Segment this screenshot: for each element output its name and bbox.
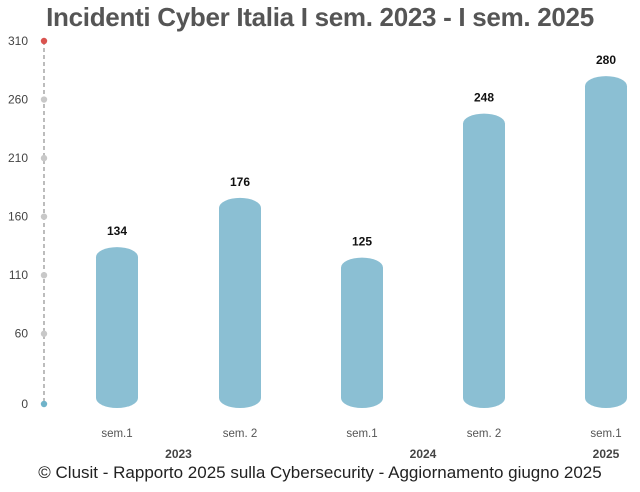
bar [96,247,138,408]
x-tick-label: sem.1 [346,428,377,440]
x-tick-label: sem. 2 [467,428,502,440]
y-tick-label: 110 [9,268,28,282]
bar [341,257,383,408]
y-tick-dot [40,213,48,220]
chart-title: Incidenti Cyber Italia I sem. 2023 - I s… [46,2,594,32]
y-tick-dot [40,37,48,45]
y-tick-label: 210 [8,151,28,165]
x-tick-label: sem.1 [101,428,132,440]
copyright-footer: © Clusit - Rapporto 2025 sulla Cybersecu… [38,463,602,482]
x-group-label: 2024 [410,447,437,461]
data-label: 176 [230,175,250,189]
x-group-label: 2025 [593,447,620,461]
y-tick-label: 0 [21,397,28,411]
y-tick-dot [40,330,48,337]
y-tick-dot [40,271,48,279]
x-tick-label: sem.1 [590,428,621,440]
y-tick-label: 260 [8,93,28,107]
y-tick-label: 310 [8,34,28,48]
y-tick-label: 60 [15,327,29,341]
bar [585,76,627,409]
data-label: 248 [474,91,494,105]
data-label: 125 [352,235,372,249]
bar [219,197,261,408]
y-tick-dot [40,400,48,408]
data-label: 280 [596,53,616,67]
y-tick-dot [40,154,48,162]
x-group-label: 2023 [165,447,192,461]
x-tick-label: sem. 2 [223,428,258,440]
data-label: 134 [107,224,127,238]
y-tick-dot [40,96,48,103]
y-tick-label: 160 [8,210,28,224]
bar [463,113,505,408]
